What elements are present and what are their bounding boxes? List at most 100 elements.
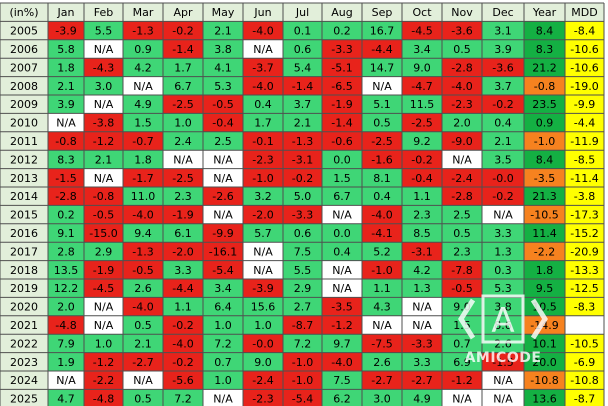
data-cell-bg (84, 39, 123, 59)
data-cell: 3.3 (494, 227, 512, 240)
data-cell: -8.3 (574, 301, 595, 314)
row-label-bg (0, 297, 48, 316)
data-cell: -5.4 (292, 393, 313, 406)
data-cell-bg (322, 279, 362, 298)
data-cell: 9.1 (57, 227, 75, 240)
data-cell: 2.1 (494, 135, 512, 148)
data-cell-bg (442, 39, 482, 59)
data-cell-bg (402, 113, 442, 132)
data-cell-bg (123, 352, 163, 371)
data-cell-bg (283, 21, 322, 40)
row-label: 2005 (10, 25, 38, 38)
data-cell: 7.5 (294, 245, 312, 258)
corner-label-bg (0, 3, 48, 22)
data-cell-bg (163, 76, 203, 95)
column-header: MDD (571, 6, 597, 19)
data-cell: -8.7 (292, 319, 313, 332)
data-cell: N/A (213, 153, 233, 166)
data-cell-bg (565, 352, 604, 371)
data-cell-bg (243, 242, 283, 261)
data-cell-bg (565, 205, 604, 224)
data-cell: 6.4 (214, 301, 232, 314)
data-cell: 6.1 (174, 227, 192, 240)
data-cell: 0.5 (134, 319, 152, 332)
data-cell-bg (283, 58, 322, 77)
data-cell: -4.8 (93, 393, 114, 406)
data-cell: 2.1 (57, 80, 75, 93)
row-label-bg (0, 205, 48, 224)
data-cell-bg (84, 315, 123, 335)
row-label: 2008 (10, 80, 38, 93)
data-cell: -0.2 (292, 172, 313, 185)
data-cell-bg (123, 187, 163, 206)
data-cell-bg (402, 315, 442, 335)
data-cell-bg (283, 389, 322, 406)
data-cell: N/A (94, 98, 114, 111)
data-cell: 13.6 (532, 393, 557, 406)
data-cell: 3.4 (214, 282, 232, 295)
data-cell: -2.2 (93, 374, 114, 387)
data-cell: 4.7 (57, 393, 75, 406)
column-header-bg (524, 3, 565, 22)
data-cell: -0.2 (411, 153, 432, 166)
data-cell-bg (442, 168, 482, 187)
data-cell-bg (84, 76, 123, 95)
data-cell: -2.5 (371, 135, 392, 148)
data-cell: 8.1 (373, 172, 391, 185)
data-cell-bg (524, 242, 565, 261)
data-cell: -9.0 (451, 135, 472, 148)
data-cell: -1.3 (132, 25, 153, 38)
data-cell-bg (243, 187, 283, 206)
data-cell: -3.9 (55, 25, 76, 38)
data-cell: 2.1 (134, 337, 152, 350)
data-cell: -1.4 (172, 43, 193, 56)
data-cell-bg (84, 187, 123, 206)
data-cell-bg (84, 95, 123, 114)
data-cell-bg (442, 352, 482, 371)
data-cell-bg (123, 150, 163, 169)
data-cell: -3.1 (411, 245, 432, 258)
data-cell-bg (565, 168, 604, 187)
data-cell: -2.4 (252, 374, 273, 387)
data-cell: 2.0 (57, 301, 75, 314)
data-cell: 2.1 (95, 153, 113, 166)
data-cell-bg (402, 334, 442, 353)
data-cell: -2.8 (55, 190, 76, 203)
data-cell: 5.7 (254, 227, 272, 240)
data-cell: -10.8 (570, 374, 598, 387)
data-cell-bg (524, 113, 565, 132)
data-cell: 0.4 (254, 98, 272, 111)
data-cell-bg (362, 371, 402, 390)
data-cell: -7.8 (451, 264, 472, 277)
data-cell-bg (524, 187, 565, 206)
data-cell: 2.9 (95, 245, 113, 258)
data-cell: 1.8 (134, 153, 152, 166)
data-cell: 8.3 (536, 43, 554, 56)
data-cell: -2.5 (172, 98, 193, 111)
data-cell: 1.8 (536, 264, 554, 277)
data-cell: -3.9 (252, 282, 273, 295)
data-cell-bg (203, 168, 243, 187)
data-cell: -1.2 (451, 374, 472, 387)
data-cell: -4.5 (411, 25, 432, 38)
data-cell-bg (362, 113, 402, 132)
data-cell-bg (203, 223, 243, 243)
data-cell-bg (362, 39, 402, 59)
data-cell-bg (482, 39, 524, 59)
data-cell: -2.3 (252, 153, 273, 166)
amicode-watermark: A AMICODE (455, 288, 551, 380)
data-cell-bg (362, 297, 402, 316)
data-cell: -0.4 (212, 117, 233, 130)
data-cell-bg (322, 131, 362, 151)
row-label-bg (0, 223, 48, 243)
data-cell: -5.6 (172, 374, 193, 387)
data-cell: 0.0 (333, 227, 351, 240)
data-cell-bg (123, 113, 163, 132)
row-label-bg (0, 242, 48, 261)
data-cell-bg (362, 168, 402, 187)
data-cell: 2.3 (174, 190, 192, 203)
data-cell-bg (565, 76, 604, 95)
data-cell: -15.2 (570, 227, 598, 240)
data-cell: N/A (94, 301, 114, 314)
data-cell: 0.2 (333, 25, 351, 38)
